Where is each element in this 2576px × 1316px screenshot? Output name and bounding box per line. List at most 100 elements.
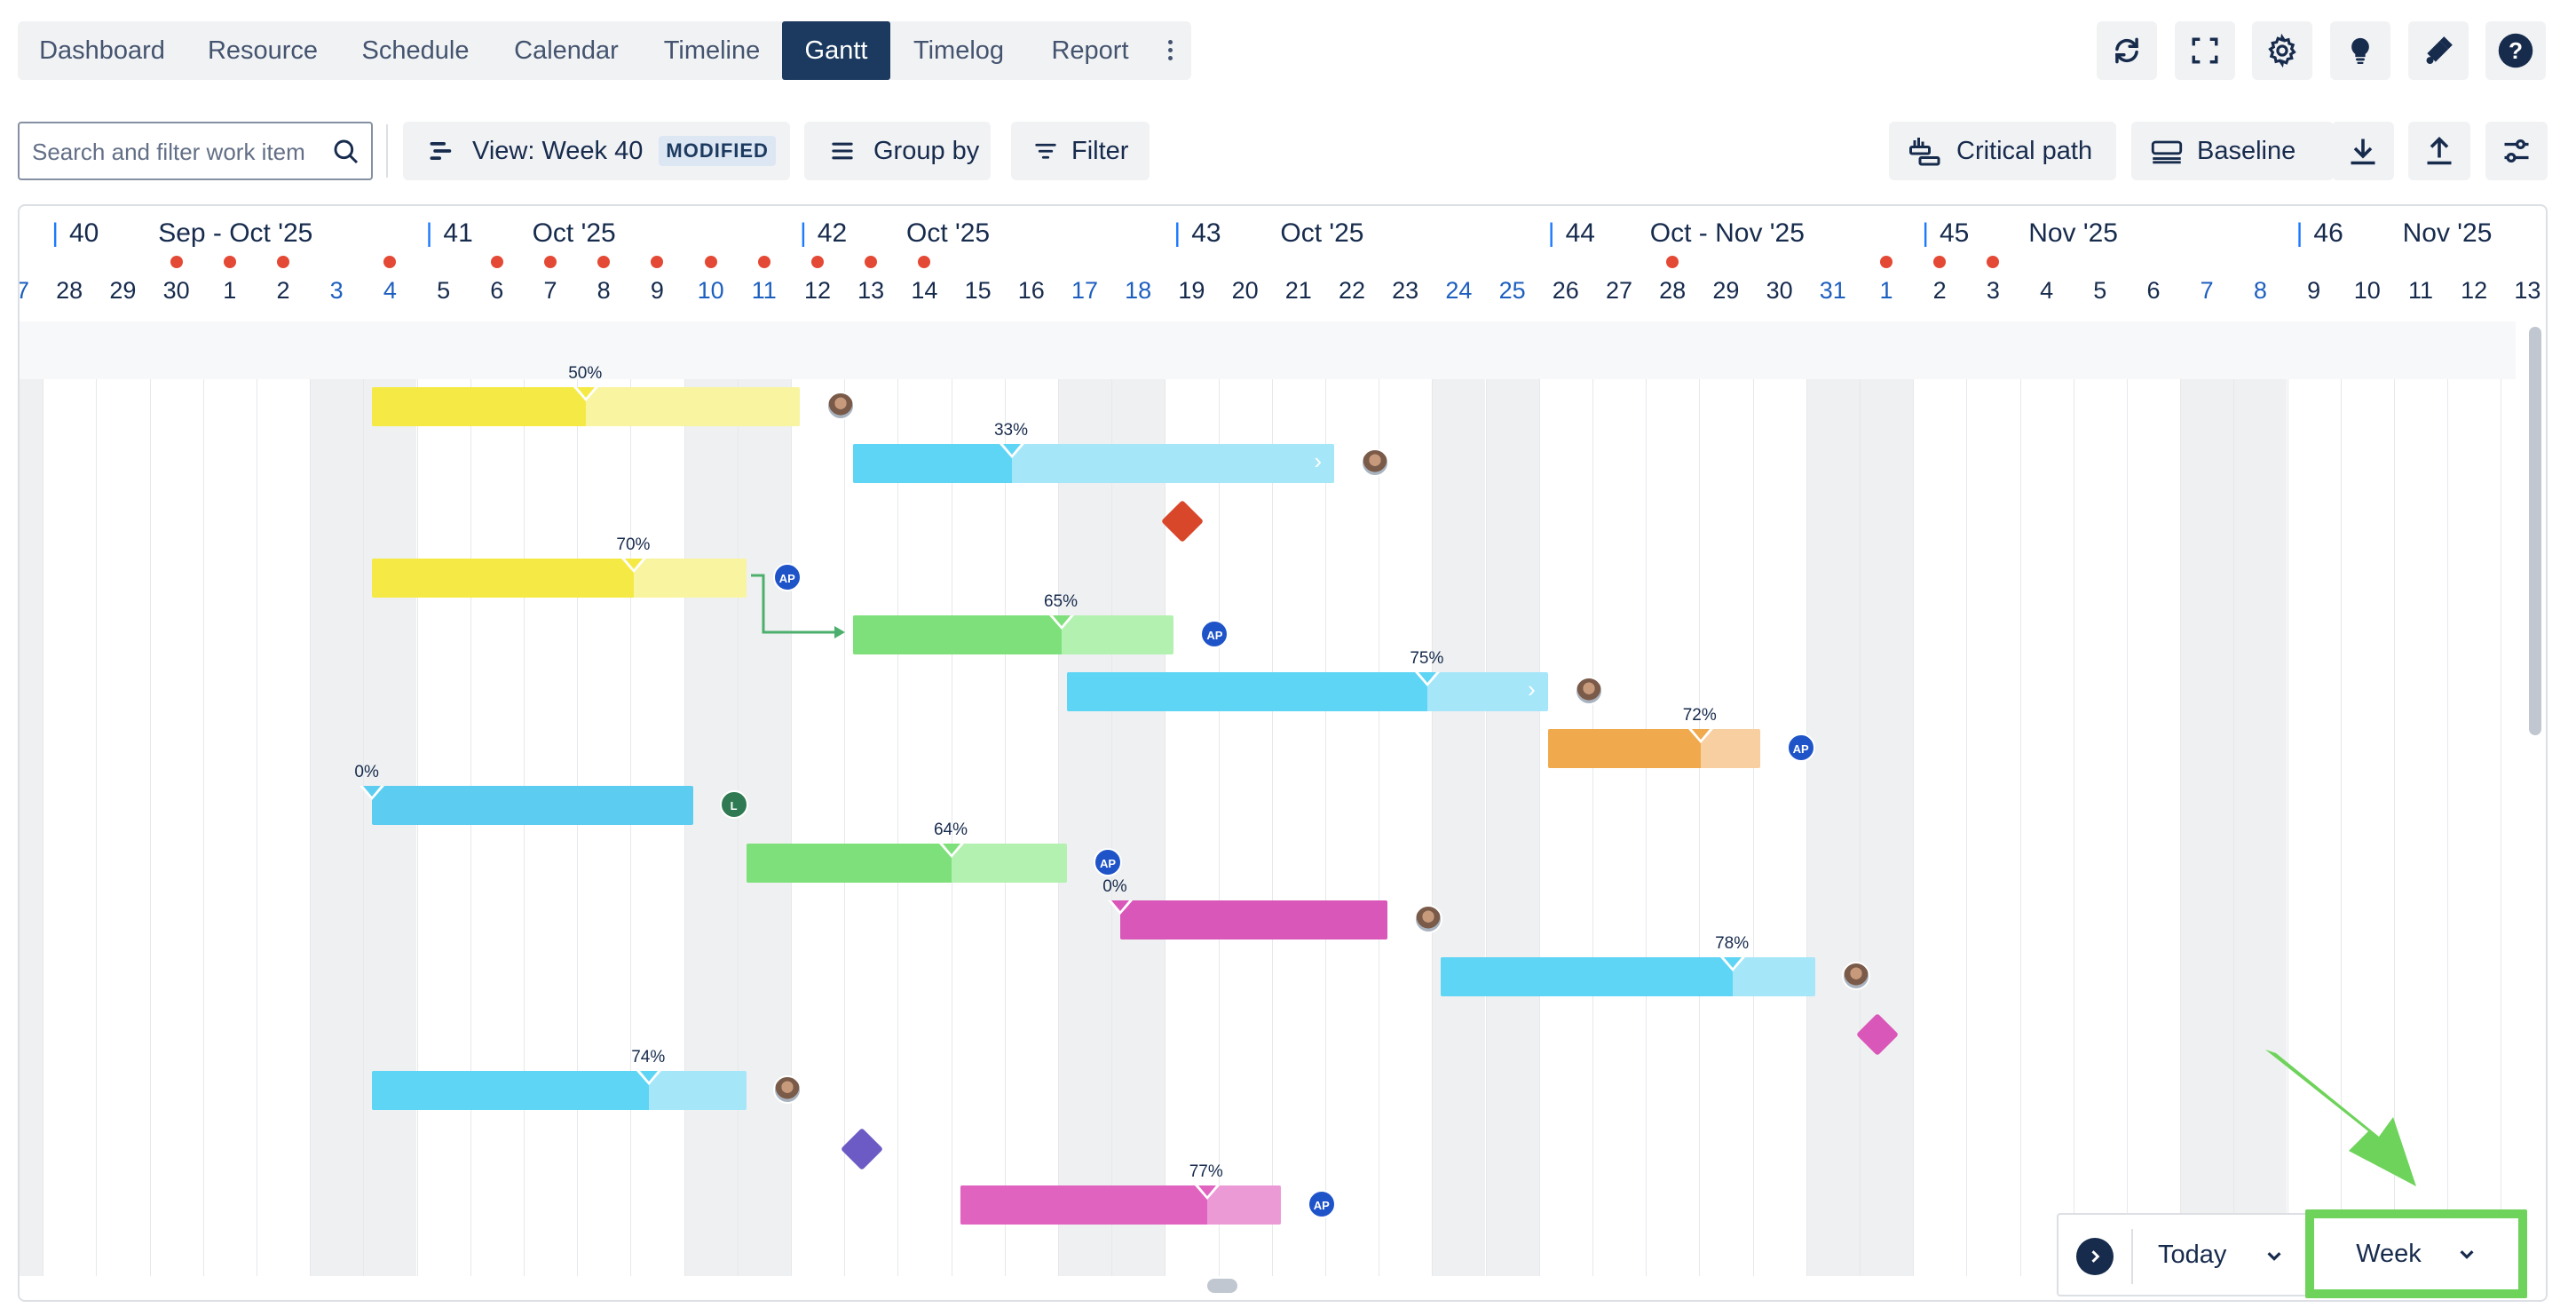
assignee-avatar[interactable] [1574, 677, 1603, 705]
fullscreen-icon[interactable] [2175, 21, 2235, 80]
chevron-right-icon[interactable]: › [1528, 676, 1536, 702]
day-label: 26 [1552, 277, 1579, 304]
day-label: 27 [20, 277, 43, 305]
day-column [1271, 379, 1325, 1276]
task-progress-fill [853, 614, 1062, 654]
tab-calendar[interactable]: Calendar [514, 36, 619, 65]
day-label: 14 [911, 277, 938, 304]
progress-marker-inner [1418, 672, 1437, 683]
task-bar[interactable] [853, 614, 1174, 654]
chevron-down-icon[interactable] [2264, 1246, 2284, 1265]
scroll-to-today-button[interactable] [2076, 1238, 2114, 1275]
lightbulb-icon[interactable] [2330, 21, 2390, 80]
filter-button[interactable]: Filter [1011, 122, 1150, 180]
task-progress-fill [372, 1071, 650, 1111]
task-bar[interactable] [960, 1185, 1281, 1225]
day-label: 19 [1178, 277, 1205, 304]
day-column [1860, 379, 1913, 1276]
day-column [951, 379, 1005, 1276]
task-bar[interactable] [1441, 957, 1815, 996]
tab-schedule[interactable]: Schedule [361, 36, 470, 65]
assignee-avatar[interactable]: AP [1200, 619, 1229, 648]
download-button[interactable] [2332, 122, 2394, 180]
tab-gantt[interactable]: Gantt [782, 21, 890, 80]
vertical-scrollbar[interactable] [2529, 327, 2541, 735]
search-input[interactable] [32, 136, 325, 168]
day-label: 7 [543, 277, 557, 304]
tab-timeline[interactable]: Timeline [663, 36, 761, 65]
assignee-avatar[interactable] [1361, 448, 1389, 478]
day-column [844, 379, 897, 1276]
chevron-right-icon[interactable]: › [1314, 448, 1322, 475]
assignee-avatar[interactable]: AP [1094, 847, 1122, 876]
baseline-button[interactable]: Baseline [2131, 122, 2334, 180]
task-bar[interactable]: › [853, 444, 1334, 484]
holiday-dot [277, 256, 289, 268]
assignee-avatar[interactable]: AP [1786, 733, 1815, 763]
task-bar[interactable] [1120, 900, 1388, 939]
task-progress-fill [1067, 672, 1428, 711]
task-bar[interactable] [1547, 729, 1760, 769]
day-column [1752, 379, 1806, 1276]
baseline-label: Baseline [2197, 136, 2296, 165]
assignee-avatar[interactable] [772, 1075, 802, 1105]
day-column [1699, 379, 1752, 1276]
download-icon [2351, 139, 2375, 165]
help-icon[interactable]: ? [2485, 21, 2546, 80]
day-column [1325, 379, 1379, 1276]
view-label: View: Week 40 [472, 136, 644, 165]
holiday-dot [1666, 256, 1679, 268]
day-column [2340, 379, 2394, 1276]
more-tabs-icon[interactable] [1163, 37, 1177, 64]
task-progress-fill [372, 387, 587, 426]
day-column [149, 379, 203, 1276]
assignee-avatar[interactable] [1841, 962, 1870, 990]
week-month-label: Nov '25 [2028, 218, 2118, 248]
upload-button[interactable] [2408, 122, 2470, 180]
holiday-dot [1933, 256, 1947, 268]
day-label: 3 [1986, 277, 2000, 304]
progress-marker-inner [1111, 900, 1130, 911]
progress-marker-inner [1724, 957, 1742, 968]
progress-label: 72% [1682, 706, 1717, 725]
day-column [2180, 379, 2234, 1276]
view-button[interactable]: View: Week 40 MODIFIED [403, 122, 790, 180]
task-bar[interactable] [372, 558, 747, 598]
day-label: 15 [964, 277, 992, 304]
day-label: 5 [2093, 277, 2107, 304]
week-number: | 41 [425, 218, 473, 248]
day-label: 7 [2200, 277, 2214, 304]
announcement-bell-icon[interactable] [2408, 21, 2469, 80]
upload-icon [2427, 136, 2452, 165]
critical-path-button[interactable]: Critical path [1889, 122, 2116, 180]
horizontal-scrollbar[interactable] [1207, 1279, 1237, 1293]
gantt-settings-button[interactable] [2485, 122, 2548, 180]
task-bar[interactable]: › [1067, 672, 1548, 711]
day-label: 30 [1766, 277, 1793, 304]
search-icon[interactable] [332, 138, 360, 166]
week-month-label: Nov '25 [2402, 218, 2493, 248]
progress-label: 65% [1043, 591, 1078, 611]
settings-gear-icon[interactable] [2252, 21, 2312, 80]
week-month-label: Oct '25 [906, 218, 991, 248]
assignee-avatar[interactable] [826, 392, 855, 420]
task-bar[interactable] [372, 1071, 747, 1111]
assignee-avatar[interactable]: AP [772, 562, 802, 591]
refresh-icon[interactable] [2097, 21, 2157, 80]
group-by-button[interactable]: Group by [804, 122, 991, 180]
progress-marker-inner [363, 786, 382, 797]
task-bar[interactable] [372, 786, 693, 826]
tab-dashboard[interactable]: Dashboard [39, 36, 165, 65]
assignee-avatar[interactable] [1414, 904, 1443, 933]
week-number: | 45 [1922, 218, 1970, 248]
tab-resource[interactable]: Resource [207, 36, 319, 65]
today-button[interactable]: Today [2158, 1241, 2227, 1269]
task-bar[interactable] [746, 843, 1067, 883]
tab-timelog[interactable]: Timelog [913, 36, 1005, 65]
view-nav-bar: Dashboard Resource Schedule Calendar Tim… [18, 21, 1191, 80]
assignee-avatar[interactable]: AP [1307, 1189, 1336, 1218]
tab-report[interactable]: Report [1051, 36, 1129, 65]
week-number: | 43 [1173, 218, 1221, 248]
time-scale-select[interactable]: Week [2305, 1209, 2527, 1298]
assignee-avatar[interactable]: L [719, 790, 748, 820]
